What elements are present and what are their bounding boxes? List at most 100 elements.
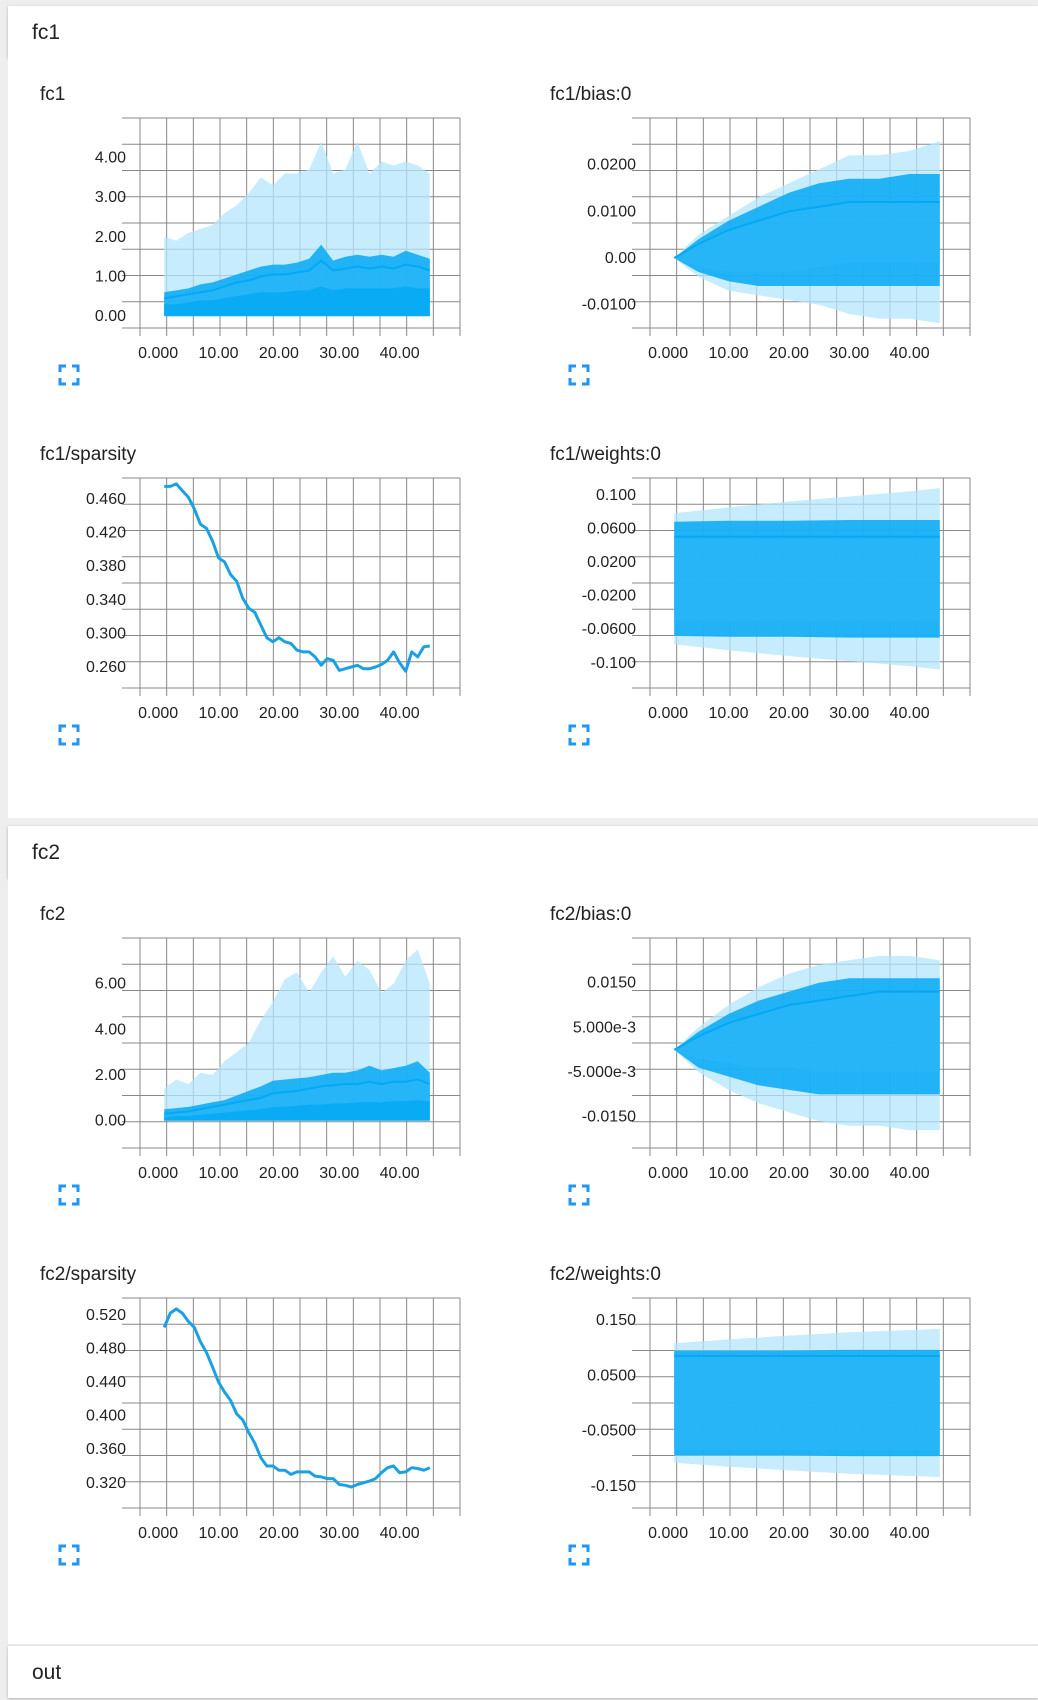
y-tick-label: 0.0100 (587, 203, 636, 220)
expand-icon[interactable] (58, 364, 80, 386)
x-tick-label: 30.00 (319, 1525, 359, 1542)
x-tick-label: 10.00 (709, 345, 749, 362)
y-tick-label: 0.00 (95, 1113, 126, 1130)
y-tick-label: -0.0600 (582, 621, 636, 638)
chart-title: fc1/sparsity (40, 444, 137, 465)
chart-fc1-sparsity: 0.260 0.300 0.340 0.380 0.420 0.460 0.000 10.00… (86, 477, 461, 722)
x-tick-label: 10.00 (709, 705, 749, 722)
x-tick-label: 0.000 (648, 345, 688, 362)
y-tick-label: 1.00 (95, 268, 126, 285)
y-tick-label: 2.00 (95, 1067, 126, 1084)
x-tick-label: 10.00 (199, 1525, 239, 1542)
section-header-fc1[interactable]: fc1 (8, 6, 1038, 58)
y-tick-label: 5.000e-3 (573, 1019, 636, 1036)
chart-card: fc1/weights:0 -0.100 -0.0600 -0.0200 0.0200… (518, 418, 998, 758)
chart-fc1-weights: -0.100 -0.0600 -0.0200 0.0200 0.0600 0.100 0.0… (582, 477, 971, 722)
x-tick-label: 20.00 (259, 1525, 299, 1542)
y-tick-label: 0.480 (86, 1340, 126, 1357)
y-tick-label: 0.360 (86, 1441, 126, 1458)
expand-icon[interactable] (58, 1184, 80, 1206)
x-tick-label: 40.00 (890, 1525, 930, 1542)
chart-title: fc1 (40, 84, 66, 105)
y-tick-label: -0.0500 (582, 1423, 636, 1440)
x-tick-label: 20.00 (769, 345, 809, 362)
y-tick-label: 0.00 (95, 308, 126, 325)
chart-card: fc2 0.00 2.00 4.00 6.00 0.000 10.00 20.00 30.00… (8, 878, 488, 1218)
x-tick-label: 40.00 (380, 1165, 420, 1182)
y-tick-label: 0.260 (86, 659, 126, 676)
median-line (673, 990, 940, 1051)
y-tick-label: 0.520 (86, 1307, 126, 1324)
median-line (164, 1078, 431, 1115)
x-tick-label: 0.000 (138, 345, 178, 362)
x-tick-label: 20.00 (769, 1165, 809, 1182)
chart-fc1-bias: -0.0100 0.00 0.0100 0.0200 0.000 10.00 20.00 30… (582, 117, 971, 362)
chart-title: fc2/sparsity (40, 1264, 137, 1285)
band-inner (674, 202, 940, 272)
chart-title: fc2 (40, 904, 66, 925)
y-tick-label: -5.000e-3 (568, 1064, 637, 1081)
expand-icon[interactable] (568, 1544, 590, 1566)
x-tick-label: 30.00 (829, 705, 869, 722)
y-tick-label: -0.150 (591, 1478, 636, 1495)
y-tick-label: 0.400 (86, 1408, 126, 1425)
y-tick-label: -0.0150 (582, 1109, 636, 1126)
chart-fc2-bias: -0.0150 -5.000e-3 5.000e-3 0.0150 0.000 10.00… (568, 937, 971, 1182)
section-header-out[interactable]: out (8, 1646, 1038, 1698)
expand-icon[interactable] (568, 1184, 590, 1206)
y-tick-label: 0.0150 (587, 975, 636, 992)
x-tick-label: 20.00 (769, 1525, 809, 1542)
y-tick-label: -0.0100 (582, 297, 636, 314)
y-tick-label: 0.440 (86, 1374, 126, 1391)
y-tick-label: 3.00 (95, 189, 126, 206)
y-tick-label: 0.0600 (587, 520, 636, 537)
x-tick-label: 10.00 (709, 1525, 749, 1542)
band-inner (674, 536, 940, 621)
y-tick-label: 0.460 (86, 491, 126, 508)
section-header-fc2[interactable]: fc2 (8, 826, 1038, 878)
x-tick-label: 20.00 (259, 345, 299, 362)
expand-icon[interactable] (58, 724, 80, 746)
x-tick-label: 10.00 (199, 345, 239, 362)
x-tick-label: 10.00 (199, 1165, 239, 1182)
y-tick-label: 0.320 (86, 1475, 126, 1492)
chart-card: fc1/bias:0 -0.0100 0.00 0.0100 0.0200 0.000 1… (518, 58, 998, 398)
expand-icon[interactable] (58, 1544, 80, 1566)
chart-card: fc2/weights:0 -0.150 -0.0500 0.0500 0.150 0.… (518, 1238, 998, 1578)
x-tick-label: 30.00 (829, 1165, 869, 1182)
x-tick-label: 0.000 (648, 1525, 688, 1542)
chart-card: fc1/sparsity 0.260 0.300 0.340 0.380 0.420 0.… (8, 418, 488, 758)
chart-fc2-sparsity: 0.320 0.360 0.400 0.440 0.480 0.520 0.000 10.00… (86, 1297, 461, 1542)
x-tick-label: 40.00 (890, 1165, 930, 1182)
chart-title: fc2/weights:0 (550, 1264, 661, 1285)
x-tick-label: 0.000 (648, 1165, 688, 1182)
grid (122, 1297, 461, 1516)
median-line (673, 201, 940, 259)
series-line (164, 482, 430, 673)
y-tick-label: 0.0200 (587, 554, 636, 571)
y-tick-label: 0.0500 (587, 1367, 636, 1384)
expand-icon[interactable] (568, 724, 590, 746)
y-tick-label: 0.00 (605, 250, 636, 267)
x-tick-label: 40.00 (380, 1525, 420, 1542)
x-tick-label: 10.00 (199, 705, 239, 722)
x-tick-label: 20.00 (259, 1165, 299, 1182)
y-tick-label: 2.00 (95, 229, 126, 246)
y-tick-label: 0.150 (596, 1312, 636, 1329)
x-tick-label: 20.00 (259, 705, 299, 722)
chart-card: fc1 0.00 1.00 2.00 3.00 4.00 0.000 10.00 20.00 3… (8, 58, 488, 398)
expand-icon[interactable] (568, 364, 590, 386)
y-tick-label: 6.00 (95, 976, 126, 993)
chart-fc2-weights: -0.150 -0.0500 0.0500 0.150 0.000 10.00 20.00 3… (582, 1297, 971, 1542)
y-tick-label: 0.0200 (587, 157, 636, 174)
section-title: out (32, 1661, 62, 1684)
band-inner (674, 1356, 940, 1450)
section-panel-fc2: fc2 0.00 2.00 4.00 6.00 0.000 10.00 20.00 30.00… (8, 878, 1038, 1644)
chart-fc1: 0.00 1.00 2.00 3.00 4.00 0.000 10.00 20.00 30.00… (95, 117, 461, 362)
section-panel-fc1: fc1 0.00 1.00 2.00 3.00 4.00 0.000 10.00 20.00 3… (8, 58, 1038, 818)
x-tick-label: 30.00 (319, 345, 359, 362)
band-inner2 (164, 286, 430, 317)
y-tick-label: 4.00 (95, 1021, 126, 1038)
x-tick-label: 20.00 (769, 705, 809, 722)
series-line (162, 1307, 431, 1489)
